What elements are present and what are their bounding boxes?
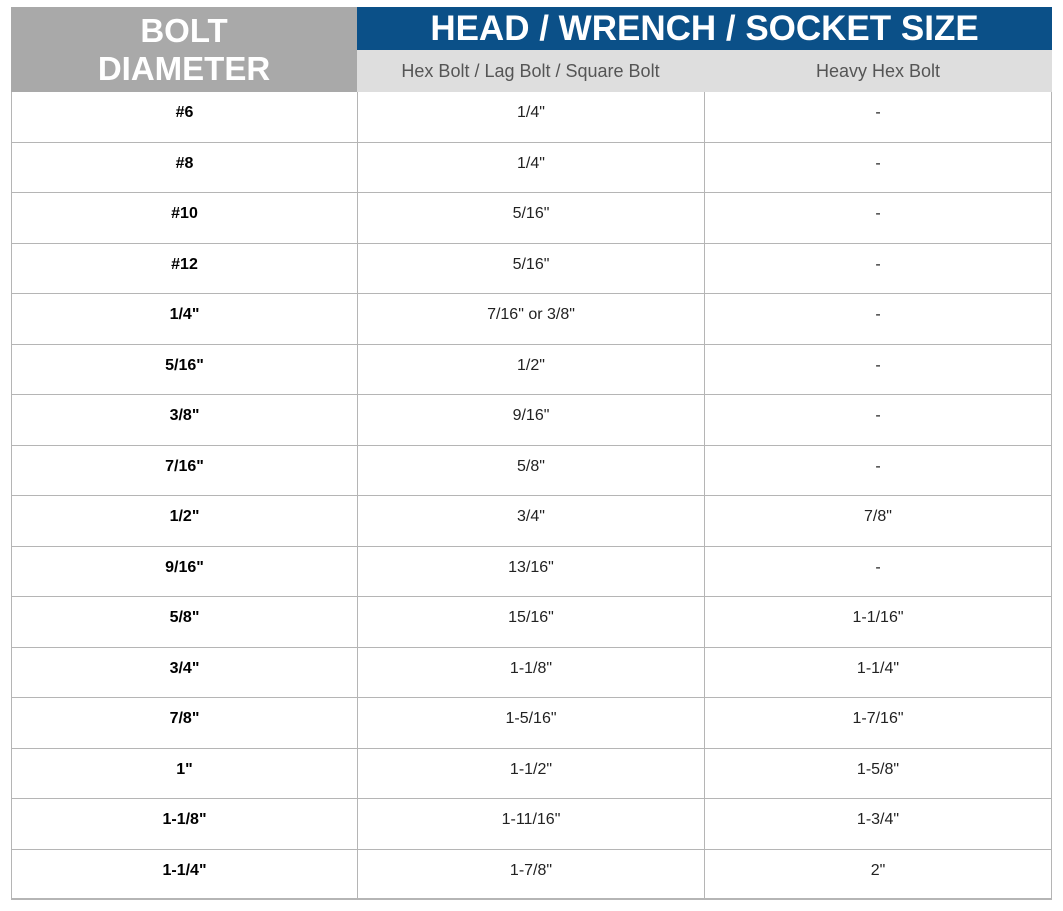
hex-bolt-size-cell: 13/16" (357, 546, 704, 596)
heavy-hex-bolt-size-cell: 1-1/16" (704, 597, 1052, 647)
hex-bolt-size-cell: 3/4" (357, 496, 704, 546)
table-row: #12 5/16" - (11, 243, 1052, 294)
heavy-hex-bolt-size-cell: - (704, 243, 1052, 293)
bolt-diameter-cell: 3/4" (11, 647, 357, 697)
hex-bolt-size-cell: 5/16" (357, 243, 704, 293)
bolt-diameter-cell: 7/8" (11, 698, 357, 748)
bolt-diameter-cell: 1/4" (11, 294, 357, 344)
table-row: 1-1/4" 1-7/8" 2" (11, 849, 1052, 900)
table-row: 7/16" 5/8" - (11, 445, 1052, 496)
bolt-header-line2: DIAMETER (97, 50, 271, 87)
table-row: 1/4" 7/16" or 3/8" - (11, 294, 1052, 345)
bolt-diameter-cell: 7/16" (11, 445, 357, 495)
bolt-diameter-cell: 5/16" (11, 344, 357, 394)
table-row: #10 5/16" - (11, 193, 1052, 244)
bolt-header-line1: BOLT (140, 12, 228, 49)
heavy-hex-bolt-size-cell: 1-3/4" (704, 799, 1052, 849)
bolt-diameter-cell: 1" (11, 748, 357, 798)
bolt-diameter-header: BOLT DIAMETER (11, 7, 357, 92)
table-row: #6 1/4" - (11, 92, 1052, 143)
heavy-hex-bolt-size-cell: - (704, 546, 1052, 596)
hex-bolt-size-cell: 1/4" (357, 92, 704, 142)
bolt-diameter-cell: #8 (11, 142, 357, 192)
hex-bolt-size-cell: 1-5/16" (357, 698, 704, 748)
bolt-diameter-cell: 1/2" (11, 496, 357, 546)
heavy-hex-bolt-column-header: Heavy Hex Bolt (704, 50, 1052, 92)
table-row: 3/4" 1-1/8" 1-1/4" (11, 647, 1052, 698)
heavy-hex-bolt-size-cell: 1-1/4" (704, 647, 1052, 697)
heavy-hex-bolt-size-cell: 1-7/16" (704, 698, 1052, 748)
heavy-hex-bolt-size-cell: - (704, 395, 1052, 445)
table-row: 9/16" 13/16" - (11, 546, 1052, 597)
heavy-hex-bolt-size-cell: 1-5/8" (704, 748, 1052, 798)
table-header: BOLT DIAMETER HEAD / WRENCH / SOCKET SIZ… (11, 7, 1052, 92)
table-row: 3/8" 9/16" - (11, 395, 1052, 446)
hex-bolt-size-cell: 1-11/16" (357, 799, 704, 849)
bolt-diameter-cell: #10 (11, 193, 357, 243)
table-row: #8 1/4" - (11, 142, 1052, 193)
bolt-diameter-cell: 3/8" (11, 395, 357, 445)
hex-bolt-column-header: Hex Bolt / Lag Bolt / Square Bolt (357, 50, 704, 92)
hex-bolt-size-cell: 1-1/8" (357, 647, 704, 697)
heavy-hex-bolt-size-cell: - (704, 193, 1052, 243)
hex-bolt-size-cell: 7/16" or 3/8" (357, 294, 704, 344)
bolt-diameter-cell: #12 (11, 243, 357, 293)
table-row: 5/16" 1/2" - (11, 344, 1052, 395)
hex-bolt-size-cell: 5/8" (357, 445, 704, 495)
hex-bolt-size-cell: 15/16" (357, 597, 704, 647)
bolt-diameter-cell: 5/8" (11, 597, 357, 647)
hex-bolt-size-cell: 1-7/8" (357, 849, 704, 898)
heavy-hex-bolt-size-cell: - (704, 142, 1052, 192)
table-row: 5/8" 15/16" 1-1/16" (11, 597, 1052, 648)
hex-bolt-size-cell: 9/16" (357, 395, 704, 445)
heavy-hex-bolt-size-cell: - (704, 92, 1052, 142)
heavy-hex-bolt-size-cell: - (704, 344, 1052, 394)
table-row: 7/8" 1-5/16" 1-7/16" (11, 698, 1052, 749)
heavy-hex-bolt-size-cell: - (704, 294, 1052, 344)
hex-bolt-size-cell: 1/2" (357, 344, 704, 394)
table-row: 1" 1-1/2" 1-5/8" (11, 748, 1052, 799)
head-wrench-socket-header: HEAD / WRENCH / SOCKET SIZE (357, 7, 1052, 50)
table-row: 1-1/8" 1-11/16" 1-3/4" (11, 799, 1052, 850)
bolt-socket-size-table: BOLT DIAMETER HEAD / WRENCH / SOCKET SIZ… (11, 7, 1052, 900)
bolt-diameter-cell: #6 (11, 92, 357, 142)
hex-bolt-size-cell: 5/16" (357, 193, 704, 243)
bolt-diameter-cell: 1-1/8" (11, 799, 357, 849)
table-body: #6 1/4" - #8 1/4" - #10 5/16" - #12 5/16" -1/4" 7/16… (11, 92, 1052, 900)
bolt-diameter-cell: 9/16" (11, 546, 357, 596)
hex-bolt-size-cell: 1/4" (357, 142, 704, 192)
heavy-hex-bolt-size-cell: 7/8" (704, 496, 1052, 546)
bolt-diameter-cell: 1-1/4" (11, 849, 357, 898)
heavy-hex-bolt-size-cell: 2" (704, 849, 1052, 898)
heavy-hex-bolt-size-cell: - (704, 445, 1052, 495)
hex-bolt-size-cell: 1-1/2" (357, 748, 704, 798)
table-row: 1/2" 3/4" 7/8" (11, 496, 1052, 547)
